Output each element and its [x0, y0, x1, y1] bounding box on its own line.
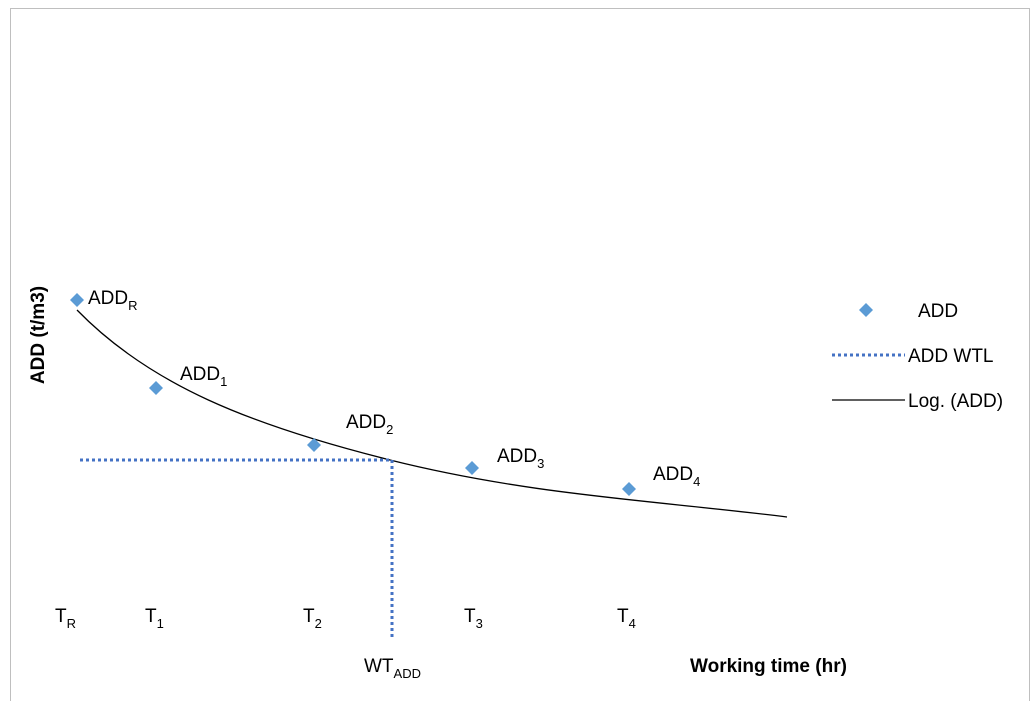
legend-label: ADD: [918, 301, 958, 322]
trend-curve: [76, 309, 788, 518]
label-base: T: [464, 606, 476, 627]
x-axis-title: Working time (hr): [690, 656, 847, 677]
label-base: ADD: [180, 364, 220, 385]
wt-label: WTADD: [364, 656, 421, 681]
point-marker: [70, 293, 84, 307]
point-label: ADD4: [653, 464, 700, 489]
label-sub: R: [67, 616, 76, 631]
label-base: ADD: [497, 446, 537, 467]
chart-frame: [10, 8, 1030, 701]
time-label: T2: [303, 606, 322, 631]
time-label: T4: [617, 606, 636, 631]
label-sub: ADD: [394, 666, 421, 681]
point-label: ADD2: [346, 412, 393, 437]
label-sub: 4: [629, 616, 636, 631]
point-label: ADDR: [88, 288, 138, 313]
point-marker: [307, 438, 321, 452]
label-base: T: [145, 606, 157, 627]
time-label: T1: [145, 606, 164, 631]
label-base: WT: [364, 656, 394, 677]
label-base: ADD: [653, 464, 693, 485]
legend-label: ADD WTL: [908, 346, 994, 367]
legend-marker: [859, 303, 873, 317]
label-sub: 2: [315, 616, 322, 631]
label-sub: R: [128, 298, 137, 313]
label-sub: 3: [476, 616, 483, 631]
label-base: T: [617, 606, 629, 627]
time-label: TR: [55, 606, 76, 631]
label-sub: 1: [157, 616, 164, 631]
label-sub: 2: [386, 422, 393, 437]
point-marker: [465, 461, 479, 475]
label-base: ADD: [88, 288, 128, 309]
label-base: ADD: [346, 412, 386, 433]
point-label: ADD1: [180, 364, 227, 389]
label-sub: 3: [537, 456, 544, 471]
point-marker: [149, 381, 163, 395]
legend-label: Log. (ADD): [908, 391, 1003, 412]
point-label: ADD3: [497, 446, 544, 471]
y-axis-title: ADD (t/m3): [28, 286, 49, 384]
label-base: T: [303, 606, 315, 627]
point-marker: [622, 482, 636, 496]
time-label: T3: [464, 606, 483, 631]
label-sub: 1: [220, 374, 227, 389]
label-base: T: [55, 606, 67, 627]
label-sub: 4: [693, 474, 700, 489]
